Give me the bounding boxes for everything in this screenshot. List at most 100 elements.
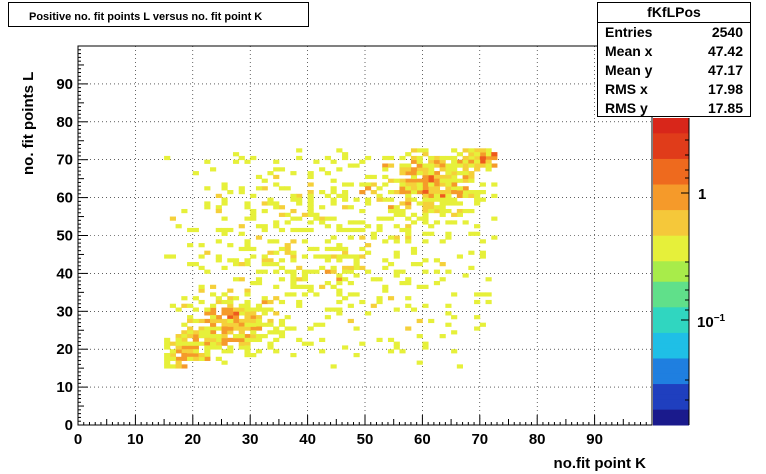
heatmap-cell [416, 171, 423, 176]
heatmap-cell [451, 349, 458, 354]
heatmap-cell [227, 243, 234, 248]
heatmap-cell [347, 254, 354, 259]
heatmap-cell [296, 265, 303, 271]
heatmap-cell [215, 258, 222, 263]
heatmap-cell [250, 311, 257, 316]
heatmap-cell [278, 265, 286, 271]
heatmap-cell [399, 269, 406, 274]
heatmap-cell [210, 303, 217, 308]
heatmap-cell [221, 299, 228, 305]
heatmap-cell [261, 311, 268, 316]
heatmap-cell [422, 152, 429, 157]
heatmap-cell [175, 337, 182, 343]
heatmap-cell [433, 174, 441, 180]
heatmap-cell [313, 246, 320, 252]
heatmap-cell [187, 341, 194, 346]
heatmap-cell [474, 163, 481, 168]
heatmap-cell [227, 303, 234, 308]
heatmap-cell [410, 155, 418, 161]
heatmap-cell [474, 201, 481, 206]
heatmap-cell [410, 250, 418, 255]
heatmap-cell [204, 311, 211, 316]
heatmap-cell [210, 334, 217, 339]
heatmap-cell [255, 337, 263, 343]
heatmap-cell [181, 349, 188, 354]
heatmap-cell [255, 349, 263, 354]
x-tick-label: 50 [357, 431, 374, 448]
stat-label: Entries [605, 24, 653, 40]
heatmap-cell [255, 334, 263, 339]
heatmap-cell [342, 205, 349, 210]
heatmap-cell [290, 258, 297, 263]
heatmap-cell [416, 155, 423, 161]
heatmap-cell [445, 155, 452, 161]
heatmap-cell [428, 318, 435, 324]
heatmap-cell [422, 193, 429, 198]
heatmap-cell [462, 174, 469, 180]
heatmap-cell [376, 216, 383, 221]
heatmap-cell [210, 330, 217, 335]
heatmap-cell [422, 212, 429, 217]
palette-segment [653, 338, 689, 344]
heatmap-cell [227, 299, 234, 305]
heatmap-cell [336, 299, 343, 305]
stats-row-mean-x: Mean x 47.42 [598, 42, 750, 61]
heatmap-cell [210, 337, 217, 343]
heatmap-cell [255, 307, 263, 312]
heatmap-cell [376, 277, 383, 282]
heatmap-cell [342, 269, 349, 274]
heatmap-cell [359, 341, 366, 346]
heatmap-cell [164, 356, 171, 361]
heatmap-cell [433, 193, 441, 198]
heatmap-cell [221, 330, 228, 335]
heatmap-cell [479, 163, 486, 168]
heatmap-cell [215, 345, 222, 350]
heatmap-cell [324, 246, 331, 252]
palette-segment [653, 353, 689, 359]
heatmap-cell [324, 171, 331, 176]
heatmap-cell [330, 159, 337, 164]
heatmap-cell [221, 341, 228, 346]
heatmap-cell [456, 152, 463, 157]
heatmap-cell [359, 190, 366, 195]
stat-label: Mean y [605, 62, 653, 78]
heatmap-cell [255, 326, 263, 331]
heatmap-cell [405, 326, 412, 331]
heatmap-cell [164, 155, 171, 161]
heatmap-cell [273, 182, 280, 187]
heatmap-cell [301, 227, 308, 233]
heatmap-cell [439, 182, 446, 187]
heatmap-cell [479, 197, 486, 202]
heatmap-cell [474, 155, 481, 161]
heatmap-cell [422, 208, 429, 214]
heatmap-cell [255, 269, 263, 274]
heatmap-cell [290, 269, 297, 274]
heatmap-cell [382, 258, 389, 263]
heatmap-cell [175, 360, 182, 365]
heatmap-cell [422, 167, 429, 172]
heatmap-cell [359, 208, 366, 214]
heatmap-cell [221, 216, 228, 221]
heatmap-cell [445, 171, 452, 176]
heatmap-cell [324, 307, 331, 312]
heatmap-cell [422, 201, 429, 206]
heatmap-cell [284, 212, 291, 217]
heatmap-cell [439, 163, 446, 168]
heatmap-cell [405, 167, 412, 172]
heatmap-cell [232, 315, 240, 320]
heatmap-cell [290, 273, 297, 278]
heatmap-cell [278, 318, 286, 324]
heatmap-cell [227, 315, 234, 320]
heatmap-cell [428, 205, 435, 210]
heatmap-cell [181, 208, 188, 214]
stats-row-entries: Entries 2540 [598, 23, 750, 42]
heatmap-cell [192, 318, 199, 324]
y-tick-label: 50 [56, 228, 73, 245]
heatmap-cell [290, 284, 297, 289]
heatmap-cell [215, 326, 222, 331]
heatmap-cell [405, 182, 412, 187]
heatmap-cell [290, 171, 297, 176]
heatmap-cell [336, 307, 343, 312]
heatmap-cell [192, 334, 199, 339]
heatmap-cell [405, 231, 412, 236]
